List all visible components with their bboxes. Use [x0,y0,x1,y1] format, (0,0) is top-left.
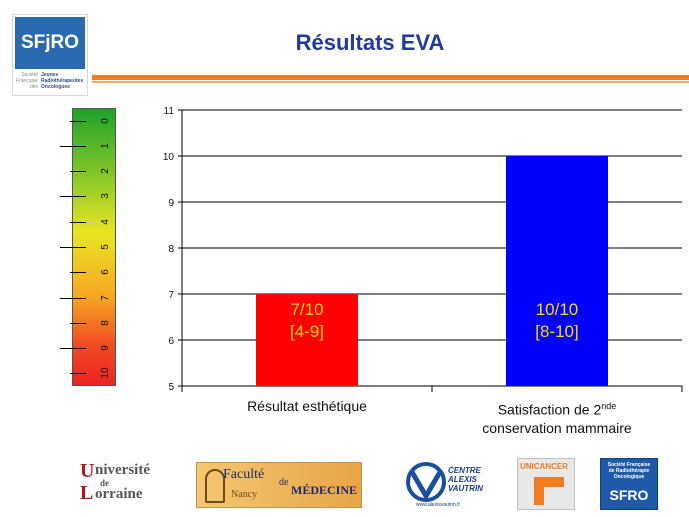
ul-line1: niversité [95,462,150,478]
ul-l-letter: L [80,482,94,504]
sfjro-logo-right: Jeunes Radiothérapeutes Oncologues [41,72,85,90]
vas-tick [70,171,86,172]
sfjro-left-line: des [29,84,38,90]
sfro-word: SFRO [609,487,649,503]
x-category-label-line: Résultat esthétique [247,398,367,414]
vas-tick [60,298,86,299]
med-medecine: MÉDECINE [291,483,358,497]
sfro-logo: Société Française de Radiothérapie Oncol… [600,458,658,510]
ul-line2: orraine [95,486,143,502]
vas-tick [70,323,86,324]
bar [506,156,608,386]
sfjro-right-line: Radiothérapeutes [41,78,84,84]
sfro-small-line: Société Française [607,462,651,468]
cav-line: VAUTRIN [448,484,483,493]
sfro-small-line: Oncologique [613,474,645,480]
y-tick-label: 5 [168,382,174,393]
ul-de: de [100,478,109,488]
header-rule [92,75,689,80]
bar-data-label-line: 10/10 [535,300,579,319]
cav-emblem-icon [406,462,446,502]
sfjro-logo-word: SFjRO [15,17,85,69]
cav-url: www.alexisvautrin.fr [416,502,461,508]
y-tick-label: 8 [168,244,174,255]
med-faculte: Faculté [223,467,265,482]
bar [256,294,358,386]
bar-data-label: 7/10 [4-9] [256,299,358,343]
vas-tick [60,247,86,248]
sfjro-right-line: Jeunes [41,72,59,78]
bar-data-label: 10/10 [8-10] [506,299,608,343]
centre-alexis-vautrin-logo: CENTRE ALEXIS VAUTRIN www.alexisvautrin.… [404,458,486,510]
header-rule-thin [92,81,689,83]
bar-data-label-line: 7/10 [290,300,324,319]
unicancer-square-cutout [544,487,564,505]
vas-tick [70,222,86,223]
x-category-label: Résultat esthétique [187,397,427,415]
unicancer-logo: UNICANCER [517,458,575,510]
sfjro-left-line: Française [16,78,38,84]
cav-line: ALEXIS [448,475,477,484]
unicancer-word: UNICANCER [520,462,568,471]
faculte-medecine-logo: Faculté de MÉDECINE Nancy [196,462,362,508]
vas-tick [60,348,86,349]
sfjro-logo-left: Société Française des [16,72,38,90]
cav-name: CENTRE ALEXIS VAUTRIN [448,466,483,493]
y-tick-label: 6 [168,336,174,347]
x-category-label-line: Satisfaction de 2nde [497,401,617,418]
vas-tick [70,121,86,122]
vas-tick [60,196,86,197]
x-category-label: Satisfaction de 2nde conservation mammair… [437,397,677,437]
cav-line: CENTRE [448,466,481,475]
vas-tick [70,272,86,273]
med-city: Nancy [231,489,258,500]
vas-tick [70,373,86,374]
y-tick-label: 7 [168,290,174,301]
y-tick-label: 9 [168,198,174,209]
sfro-small: Société Française de Radiothérapie Oncol… [603,462,655,480]
slide-title: Résultats EVA [295,30,445,55]
y-tick-label: 11 [164,106,175,117]
sfjro-left-line: Société [21,72,38,78]
sfjro-logo: SFjRO Société Française des Jeunes Radio… [12,14,88,96]
x-category-label-line: conservation mammaire [482,419,632,436]
sfro-small-line: de Radiothérapie [608,468,650,474]
superscript: nde [601,401,617,411]
sfjro-right-line: Oncologues [41,84,70,90]
med-de: de [279,477,289,488]
ul-first-letter: U [80,460,95,482]
universite-lorraine-logo: U niversité de L orraine [78,458,168,508]
vas-tick [60,146,86,147]
bar-data-label-line: [4-9] [289,322,325,341]
bar-data-label-line: [8-10] [535,322,579,341]
skeleton-icon [205,469,225,503]
y-tick-label: 10 [163,152,175,163]
sfjro-logo-subtitle: Société Française des Jeunes Radiothérap… [15,71,85,93]
